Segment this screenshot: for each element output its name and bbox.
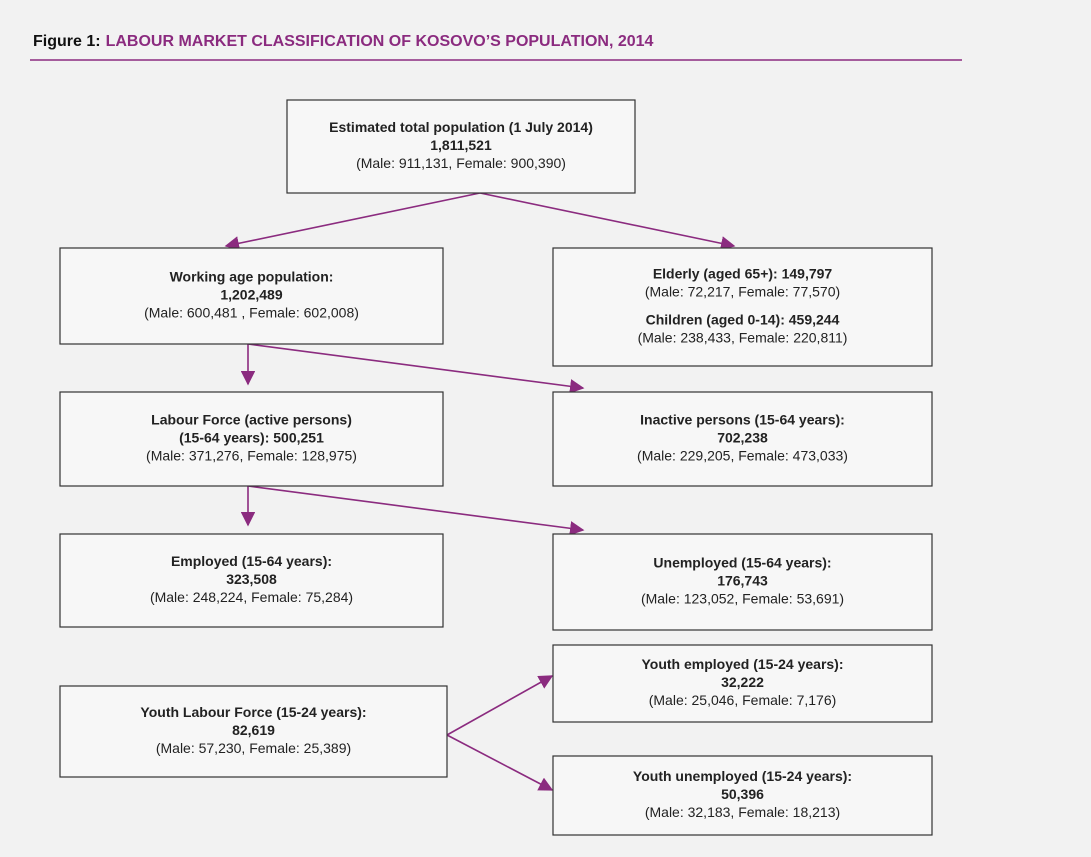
node-heading: Unemployed (15-64 years): [653, 555, 831, 571]
node-box [552, 247, 933, 367]
node: Youth unemployed (15-24 years): 50,396 (Ma… [552, 755, 933, 836]
node-detail: (Male: 371,276, Female: 128,975) [146, 448, 357, 464]
node-detail: (Male: 72,217, Female: 77,570) [645, 284, 840, 300]
arrow [479, 192, 736, 251]
node: Estimated total population (1 July 2014)… [286, 99, 636, 194]
node-box [59, 391, 444, 487]
node-heading: Estimated total population (1 July 2014) [329, 119, 593, 135]
node-heading: Youth Labour Force (15-24 years): [140, 704, 366, 720]
node-heading: 82,619 [232, 722, 275, 738]
node-box [552, 644, 933, 723]
node-heading: 1,811,521 [430, 137, 492, 153]
node-box [552, 755, 933, 836]
node-heading: Elderly (aged 65+): 149,797 [653, 266, 833, 282]
figure-heading: LABOUR MARKET CLASSIFICATION OF KOSOVO’S… [106, 33, 654, 50]
node: Youth Labour Force (15-24 years): 82,619 (… [59, 685, 448, 778]
node-heading: 1,202,489 [220, 287, 282, 303]
node-heading: 32,222 [721, 674, 764, 690]
node-detail: (Male: 238,433, Female: 220,811) [638, 330, 848, 346]
node: Employed (15-64 years): 323,508 (Male: 248… [59, 533, 444, 628]
node-detail: (Male: 32,183, Female: 18,213) [645, 804, 840, 820]
node-box [552, 391, 933, 487]
arrow [224, 192, 481, 251]
node-heading: Youth unemployed (15-24 years): [633, 768, 852, 784]
node-heading: Working age population: [170, 269, 334, 285]
node: Unemployed (15-64 years): 176,743 (Male: 1… [552, 533, 933, 631]
node-heading: Children (aged 0-14): 459,244 [646, 312, 840, 328]
node-box [286, 99, 636, 194]
node: Youth employed (15-24 years): 32,222 (Male… [552, 644, 933, 723]
arrow [247, 343, 585, 394]
node-detail: (Male: 25,046, Female: 7,176) [649, 692, 837, 708]
node-heading: Labour Force (active persons) [151, 412, 352, 428]
boxes: Estimated total population (1 July 2014)… [59, 99, 933, 836]
node-detail: (Male: 57,230, Female: 25,389) [156, 740, 351, 756]
node-heading: Inactive persons (15-64 years): [640, 412, 845, 428]
node: Elderly (aged 65+): 149,797 (Male: 72,217… [552, 247, 933, 367]
node: Labour Force (active persons) (15-64 year… [59, 391, 444, 487]
node-detail: (Male: 123,052, Female: 53,691) [641, 591, 844, 607]
arrows [224, 192, 736, 791]
node-detail: (Male: 911,131, Female: 900,390) [356, 155, 566, 171]
node-box [59, 247, 444, 345]
node-detail: (Male: 248,224, Female: 75,284) [150, 589, 353, 605]
arrow [446, 675, 554, 736]
figure-label: Figure 1: [33, 33, 101, 50]
arrow [247, 485, 585, 536]
node-heading: (15-64 years): 500,251 [179, 430, 324, 446]
node-box [59, 533, 444, 628]
node-detail: (Male: 229,205, Female: 473,033) [637, 448, 848, 464]
node-heading: Youth employed (15-24 years): [641, 656, 843, 672]
node-detail: (Male: 600,481 , Female: 602,008) [144, 305, 359, 321]
node-heading: 176,743 [717, 573, 768, 589]
node-heading: 50,396 [721, 786, 764, 802]
node-heading: 702,238 [717, 430, 768, 446]
node: Working age population: 1,202,489 (Male: 6… [59, 247, 444, 345]
node-heading: Employed (15-64 years): [171, 553, 332, 569]
node: Inactive persons (15-64 years): 702,238 (M… [552, 391, 933, 487]
node-heading: 323,508 [226, 571, 277, 587]
arrow [446, 734, 554, 791]
node-box [552, 533, 933, 631]
figure-title: Figure 1: LABOUR MARKET CLASSIFICATION OF… [33, 33, 654, 50]
node-box [59, 685, 448, 778]
